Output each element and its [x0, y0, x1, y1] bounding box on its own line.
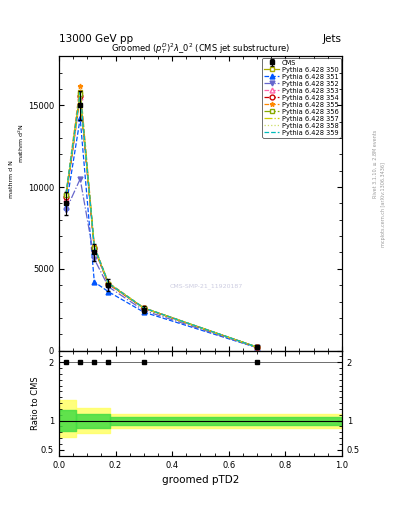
- Pythia 6.428 353: [255, 344, 259, 350]
- Pythia 6.428 350: [64, 192, 68, 198]
- Pythia 6.428 354: [255, 344, 259, 350]
- Pythia 6.428 354: [141, 305, 146, 311]
- Line: Pythia 6.428 356: Pythia 6.428 356: [64, 92, 259, 350]
- Line: Pythia 6.428 353: Pythia 6.428 353: [64, 95, 259, 350]
- Pythia 6.428 359: [141, 305, 146, 311]
- Pythia 6.428 359: [106, 280, 111, 286]
- Legend: CMS, Pythia 6.428 350, Pythia 6.428 351, Pythia 6.428 352, Pythia 6.428 353, Pyt: CMS, Pythia 6.428 350, Pythia 6.428 351,…: [263, 58, 341, 138]
- Pythia 6.428 352: [141, 308, 146, 314]
- Text: CMS-SMP-21_11920187: CMS-SMP-21_11920187: [169, 283, 243, 289]
- Pythia 6.428 356: [78, 91, 83, 97]
- Pythia 6.428 359: [92, 244, 97, 250]
- Pythia 6.428 353: [141, 305, 146, 311]
- Text: mathrm d$^2$N: mathrm d$^2$N: [17, 123, 26, 163]
- Text: Rivet 3.1.10, ≥ 2.8M events: Rivet 3.1.10, ≥ 2.8M events: [373, 130, 378, 198]
- Pythia 6.428 358: [141, 305, 146, 311]
- Pythia 6.428 357: [141, 305, 146, 311]
- Pythia 6.428 359: [255, 344, 259, 350]
- Pythia 6.428 354: [106, 281, 111, 287]
- Y-axis label: Ratio to CMS: Ratio to CMS: [31, 376, 40, 430]
- Pythia 6.428 355: [141, 305, 146, 311]
- Text: mathrm d N: mathrm d N: [9, 160, 14, 198]
- Pythia 6.428 356: [106, 281, 111, 287]
- Line: Pythia 6.428 351: Pythia 6.428 351: [64, 116, 259, 350]
- Pythia 6.428 358: [64, 191, 68, 198]
- Pythia 6.428 351: [78, 115, 83, 121]
- Pythia 6.428 359: [78, 89, 83, 95]
- Pythia 6.428 356: [141, 305, 146, 311]
- Line: Pythia 6.428 350: Pythia 6.428 350: [64, 90, 259, 350]
- Pythia 6.428 352: [255, 345, 259, 351]
- Pythia 6.428 353: [106, 281, 111, 287]
- Pythia 6.428 352: [64, 207, 68, 213]
- Pythia 6.428 350: [106, 281, 111, 287]
- Pythia 6.428 353: [78, 94, 83, 100]
- Pythia 6.428 358: [106, 281, 111, 287]
- Pythia 6.428 350: [78, 89, 83, 95]
- Pythia 6.428 355: [64, 190, 68, 197]
- Pythia 6.428 355: [78, 82, 83, 89]
- Pythia 6.428 351: [92, 279, 97, 285]
- Pythia 6.428 351: [64, 204, 68, 210]
- Pythia 6.428 351: [106, 289, 111, 295]
- Pythia 6.428 357: [106, 281, 111, 287]
- Pythia 6.428 356: [64, 192, 68, 198]
- Pythia 6.428 358: [255, 344, 259, 350]
- Pythia 6.428 354: [78, 93, 83, 99]
- Pythia 6.428 355: [255, 344, 259, 350]
- Line: Pythia 6.428 358: Pythia 6.428 358: [66, 93, 257, 347]
- Pythia 6.428 352: [92, 256, 97, 262]
- Text: Jets: Jets: [323, 33, 342, 44]
- Pythia 6.428 354: [92, 245, 97, 251]
- Pythia 6.428 357: [92, 245, 97, 251]
- Pythia 6.428 351: [141, 309, 146, 315]
- Pythia 6.428 357: [78, 92, 83, 98]
- Pythia 6.428 350: [92, 245, 97, 251]
- Pythia 6.428 358: [78, 90, 83, 96]
- X-axis label: groomed pTD2: groomed pTD2: [162, 475, 239, 485]
- Line: Pythia 6.428 357: Pythia 6.428 357: [66, 95, 257, 347]
- Pythia 6.428 355: [106, 280, 111, 286]
- Pythia 6.428 353: [64, 196, 68, 202]
- Pythia 6.428 355: [92, 243, 97, 249]
- Pythia 6.428 356: [92, 245, 97, 251]
- Line: Pythia 6.428 355: Pythia 6.428 355: [64, 83, 259, 350]
- Line: Pythia 6.428 354: Pythia 6.428 354: [64, 93, 259, 350]
- Text: 13000 GeV pp: 13000 GeV pp: [59, 33, 133, 44]
- Pythia 6.428 350: [255, 344, 259, 350]
- Pythia 6.428 351: [255, 345, 259, 351]
- Pythia 6.428 357: [64, 193, 68, 199]
- Line: Pythia 6.428 352: Pythia 6.428 352: [64, 177, 259, 350]
- Text: mcplots.cern.ch [arXiv:1306.3436]: mcplots.cern.ch [arXiv:1306.3436]: [381, 162, 386, 247]
- Pythia 6.428 357: [255, 344, 259, 350]
- Pythia 6.428 350: [141, 305, 146, 311]
- Pythia 6.428 354: [64, 194, 68, 200]
- Line: Pythia 6.428 359: Pythia 6.428 359: [66, 92, 257, 347]
- Pythia 6.428 356: [255, 344, 259, 350]
- Pythia 6.428 359: [64, 190, 68, 197]
- Pythia 6.428 358: [92, 244, 97, 250]
- Pythia 6.428 353: [92, 246, 97, 252]
- Pythia 6.428 352: [78, 176, 83, 182]
- Pythia 6.428 352: [106, 284, 111, 290]
- Title: Groomed $(p_T^D)^2\lambda\_0^2$ (CMS jet substructure): Groomed $(p_T^D)^2\lambda\_0^2$ (CMS jet…: [111, 41, 290, 56]
